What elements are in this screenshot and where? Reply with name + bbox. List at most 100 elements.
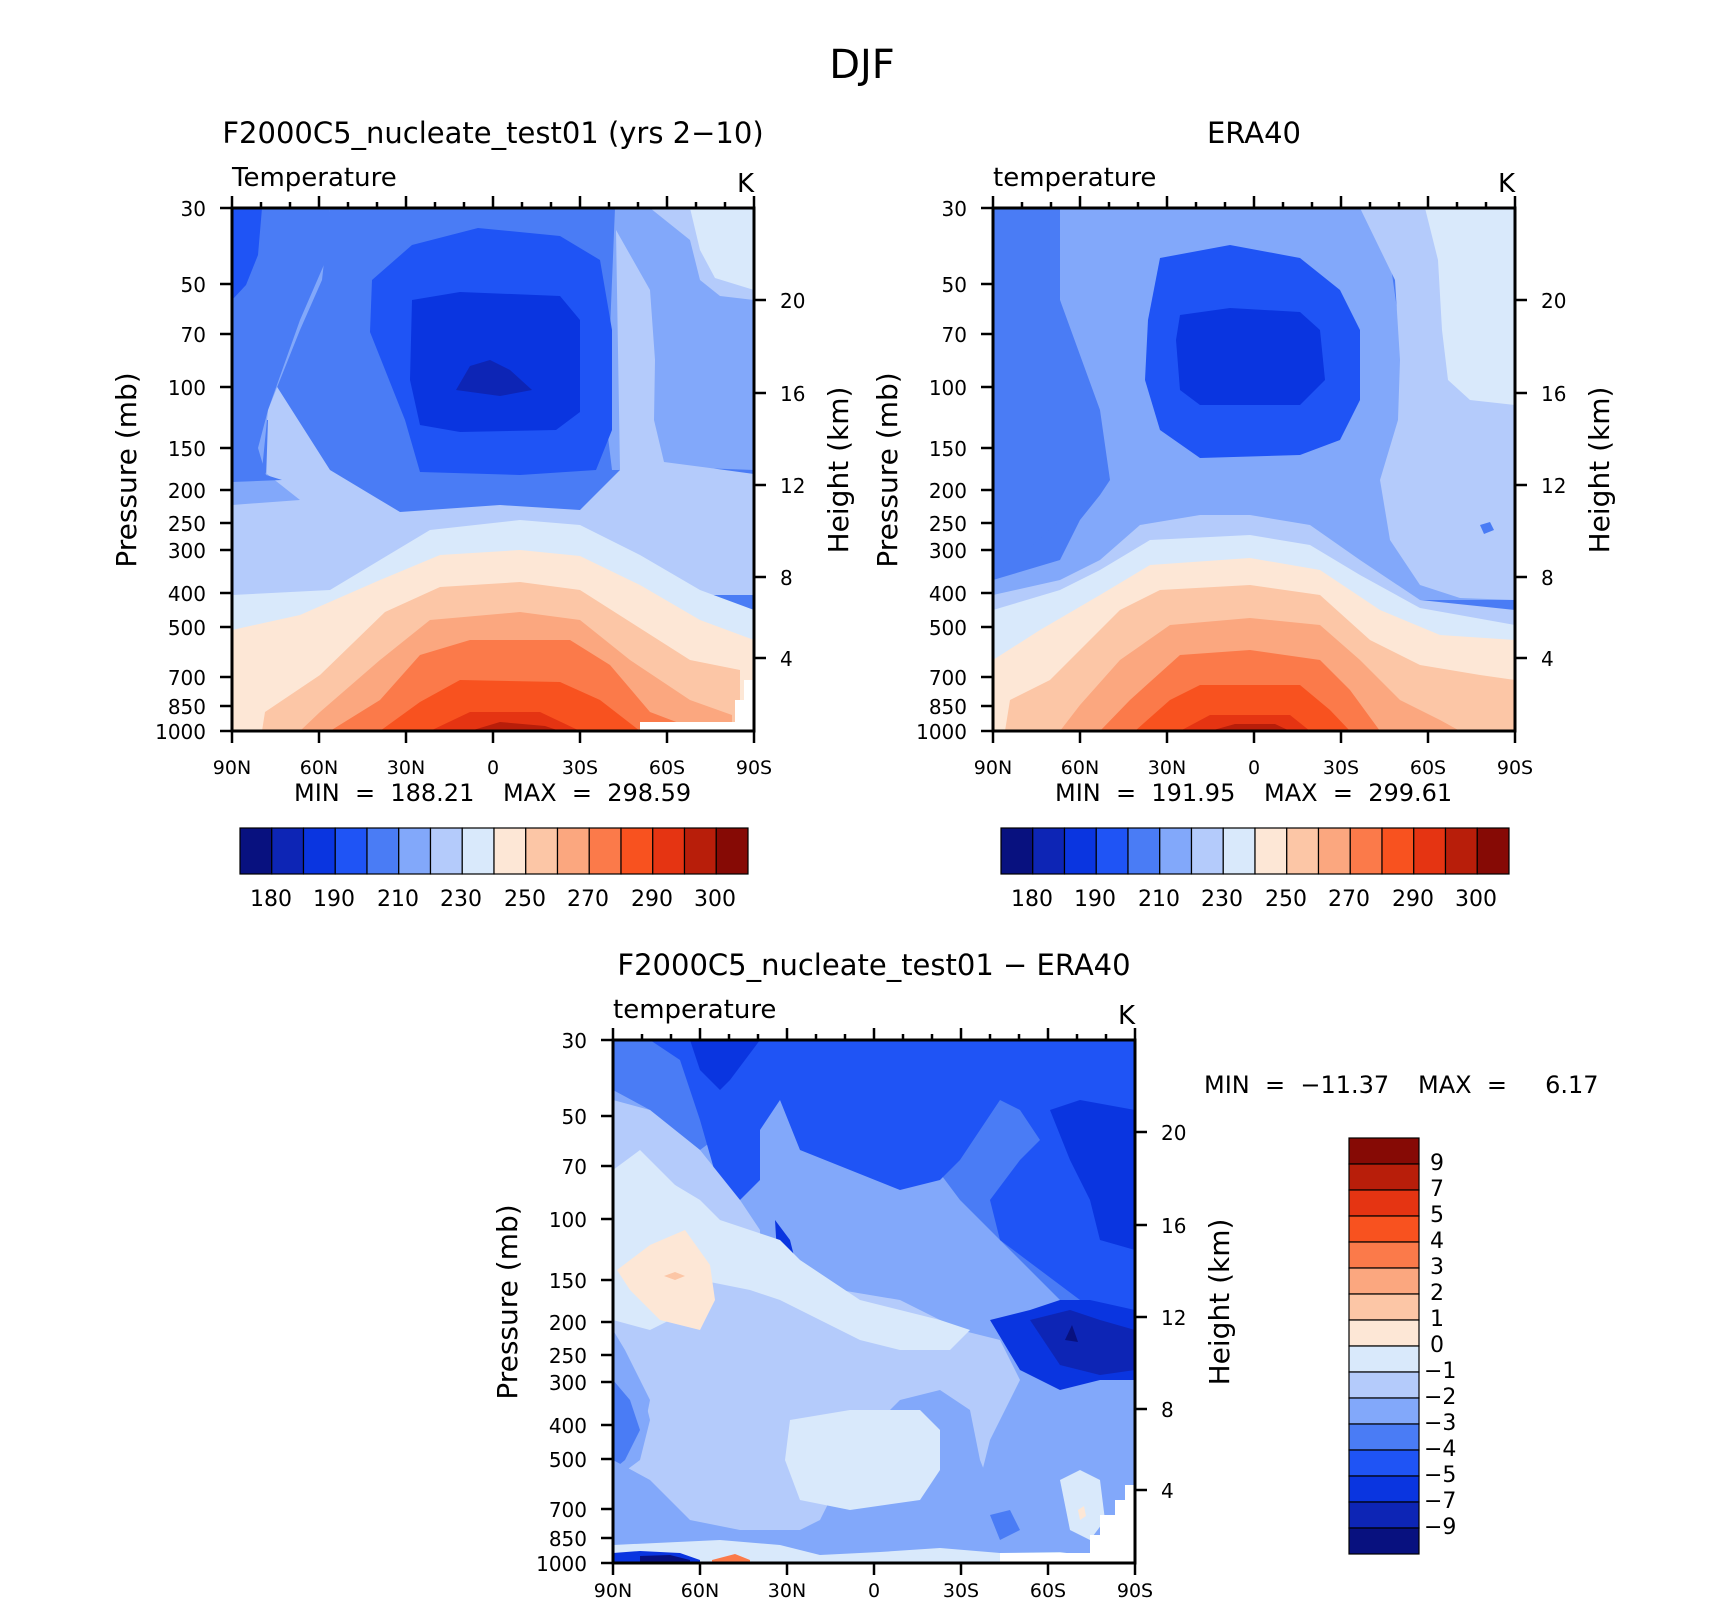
colorbar-label: 180 xyxy=(1011,887,1053,912)
y2-tick-label: 16 xyxy=(1161,1214,1186,1238)
y2-tick-label: 16 xyxy=(1541,382,1566,406)
colorbar-box xyxy=(398,827,432,875)
y-tick-label: 100 xyxy=(929,376,967,400)
colorbar-box xyxy=(525,827,559,875)
colorbar-label: 1 xyxy=(1430,1307,1444,1332)
colorbar-label: 300 xyxy=(1455,887,1497,912)
y-tick-label: 30 xyxy=(181,197,206,221)
colorbar-box xyxy=(1159,827,1193,875)
ticks xyxy=(981,196,1527,743)
y-tick-label: 400 xyxy=(168,582,206,606)
y2-tick-labels: 4 8 12 16 20 xyxy=(780,289,805,671)
colorbar-label: −4 xyxy=(1424,1437,1456,1462)
colorbar xyxy=(1348,1137,1420,1555)
contour-band xyxy=(1210,724,1290,731)
y-tick-label: 250 xyxy=(929,512,967,536)
units-label: K xyxy=(1118,1001,1136,1031)
x-tick-label: 30N xyxy=(387,757,425,779)
colorbar-box xyxy=(1348,1371,1420,1399)
y2-tick-label: 4 xyxy=(1541,647,1554,671)
colorbar-box xyxy=(683,827,717,875)
y-tick-label: 300 xyxy=(168,539,206,563)
x-tick-label: 90S xyxy=(736,757,772,779)
colorbar-box xyxy=(271,827,305,875)
units-label: K xyxy=(737,169,755,199)
y2-axis-title: Height (km) xyxy=(822,387,855,554)
colorbar-box xyxy=(1286,827,1320,875)
y2-tick-label: 4 xyxy=(1161,1479,1174,1503)
panel-title: F2000C5_nucleate_test01 (yrs 2−10) xyxy=(222,116,763,150)
colorbar-box xyxy=(1348,1345,1420,1373)
contour-field xyxy=(993,208,1515,731)
panel-obs: ERA40 temperature K xyxy=(871,116,1616,912)
contour-band xyxy=(640,1555,690,1563)
colorbar-box xyxy=(1063,827,1097,875)
colorbar-box xyxy=(1348,1267,1420,1295)
colorbar-box xyxy=(1348,1293,1420,1321)
min-value: MIN = 188.21 xyxy=(294,779,474,807)
y-tick-label: 30 xyxy=(942,197,967,221)
variable-label: temperature xyxy=(613,995,776,1025)
y-tick-label: 300 xyxy=(929,539,967,563)
contour-band xyxy=(232,230,754,595)
y2-tick-label: 12 xyxy=(1541,474,1566,498)
y-tick-labels: 30 50 70 100 150 200 250 300 400 500 700… xyxy=(916,197,967,744)
contour-band xyxy=(1060,1470,1105,1540)
y-tick-label: 100 xyxy=(549,1208,587,1232)
y-tick-label: 500 xyxy=(168,616,206,640)
y-tick-label: 200 xyxy=(549,1311,587,1335)
colorbar-label: 190 xyxy=(313,887,355,912)
contour-band xyxy=(1030,1310,1135,1375)
x-tick-labels: 90N 60N 30N 0 30S 60S 90S xyxy=(974,757,1533,779)
colorbar-box xyxy=(1381,827,1415,875)
y-tick-label: 400 xyxy=(929,582,967,606)
contour-band xyxy=(1000,1485,1135,1563)
colorbar-label: 290 xyxy=(1392,887,1434,912)
colorbar-label: −1 xyxy=(1424,1359,1456,1384)
colorbar-box xyxy=(1444,827,1478,875)
colorbar-box xyxy=(588,827,622,875)
colorbar-label: 190 xyxy=(1074,887,1116,912)
contour-band xyxy=(1050,1100,1135,1250)
contour-field xyxy=(232,208,754,731)
colorbar-label: 210 xyxy=(377,887,419,912)
x-tick-label: 90S xyxy=(1497,757,1533,779)
colorbar-box xyxy=(366,827,400,875)
contour-band xyxy=(232,208,330,482)
colorbar-box xyxy=(302,827,336,875)
y2-axis-title: Height (km) xyxy=(1203,1219,1236,1386)
x-tick-label: 30N xyxy=(768,1580,806,1600)
colorbar-box xyxy=(556,827,590,875)
y-tick-label: 250 xyxy=(549,1344,587,1368)
colorbar-label: 290 xyxy=(631,887,673,912)
y-axis-title: Pressure (mb) xyxy=(871,372,904,567)
colorbar-label: 7 xyxy=(1430,1177,1444,1202)
y-tick-label: 200 xyxy=(168,479,206,503)
contour-band xyxy=(456,360,532,396)
contour-band xyxy=(613,1170,970,1350)
contour-band xyxy=(1176,308,1325,405)
x-tick-label: 60N xyxy=(681,1580,719,1600)
colorbar-box xyxy=(1348,1449,1420,1477)
colorbar xyxy=(1000,827,1510,875)
colorbar-box xyxy=(493,827,527,875)
y2-tick-label: 8 xyxy=(1541,566,1554,590)
figure-title: DJF xyxy=(829,42,895,88)
contour-band xyxy=(617,1230,715,1330)
min-value: MIN = 191.95 xyxy=(1055,779,1235,807)
x-tick-labels: 90N 60N 30N 0 30S 60S 90S xyxy=(594,1580,1153,1600)
y-tick-label: 30 xyxy=(562,1029,587,1053)
colorbar-label: 230 xyxy=(440,887,482,912)
colorbar-label: 0 xyxy=(1430,1333,1444,1358)
contour-band xyxy=(232,208,262,300)
contour-band xyxy=(690,208,754,290)
contour-field xyxy=(613,1040,1135,1563)
contour-band xyxy=(380,680,640,731)
colorbar-box xyxy=(1348,1475,1420,1503)
colorbar-box xyxy=(1348,1163,1420,1191)
colorbar-label: 5 xyxy=(1430,1203,1444,1228)
contour-band xyxy=(990,1510,1020,1540)
y-axis-title: Pressure (mb) xyxy=(110,372,143,567)
y2-tick-label: 8 xyxy=(780,566,793,590)
x-tick-label: 30N xyxy=(1148,757,1186,779)
